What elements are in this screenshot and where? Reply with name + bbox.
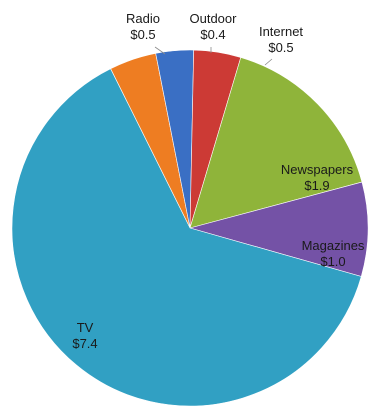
slice-category-label: Internet bbox=[259, 24, 303, 39]
leader-line-internet bbox=[264, 58, 273, 66]
slice-value-label: $0.5 bbox=[130, 27, 155, 42]
pie-slices bbox=[11, 49, 369, 407]
slice-value-label: $1.9 bbox=[304, 178, 329, 193]
leader-lines bbox=[154, 46, 273, 66]
slice-label-tv: TV $7.4 bbox=[72, 320, 97, 351]
slice-label-magazines: Magazines $1.0 bbox=[302, 238, 365, 269]
slice-label-radio: Radio $0.5 bbox=[126, 11, 160, 42]
pie-slice-newspapers bbox=[189, 57, 363, 229]
slice-label-newspapers: Newspapers $1.9 bbox=[281, 162, 354, 193]
slice-value-label: $0.4 bbox=[200, 27, 225, 42]
slice-category-label: Radio bbox=[126, 11, 160, 26]
slice-category-label: Outdoor bbox=[190, 11, 238, 26]
leader-line-radio bbox=[154, 46, 166, 55]
slice-label-outdoor: Outdoor $0.4 bbox=[190, 11, 238, 42]
pie-slice-tv bbox=[11, 68, 362, 407]
slice-category-label: TV bbox=[77, 320, 94, 335]
slice-category-label: Newspapers bbox=[281, 162, 354, 177]
slice-value-label: $1.0 bbox=[320, 254, 345, 269]
slice-label-internet: Internet $0.5 bbox=[259, 24, 303, 55]
slice-category-label: Magazines bbox=[302, 238, 365, 253]
pie-slice-magazines bbox=[188, 181, 369, 277]
slice-value-label: $0.5 bbox=[268, 40, 293, 55]
slice-value-label: $7.4 bbox=[72, 336, 97, 351]
